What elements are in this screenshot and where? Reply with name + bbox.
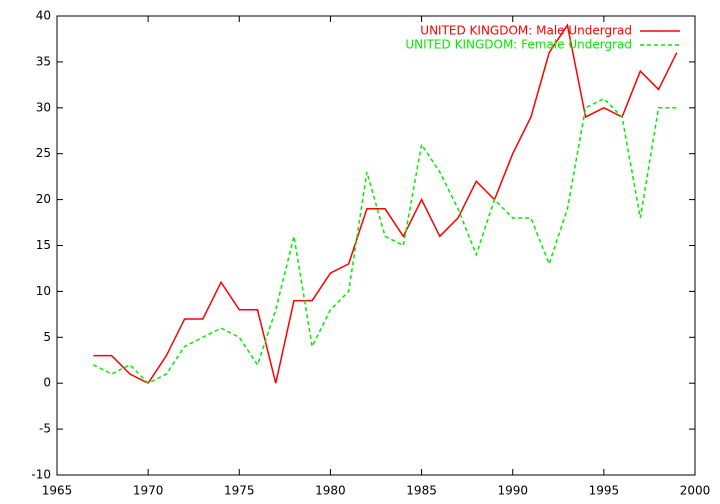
y-tick-label: -5 <box>39 422 51 436</box>
legend-label: UNITED KINGDOM: Female Undergrad <box>405 38 632 52</box>
y-tick-label: 20 <box>36 192 51 206</box>
x-tick-label: 1975 <box>224 484 255 498</box>
x-tick-label: 1980 <box>315 484 346 498</box>
x-tick-label: 1970 <box>133 484 164 498</box>
x-tick-label: 1990 <box>497 484 528 498</box>
data-line <box>93 23 678 385</box>
x-tick-label: 2000 <box>680 484 711 498</box>
x-tick-label: 1965 <box>42 484 73 498</box>
y-tick-label: 15 <box>36 238 51 252</box>
x-tick-label: 1985 <box>406 484 437 498</box>
x-tick-label: 1995 <box>589 484 620 498</box>
plot-frame <box>56 15 696 476</box>
y-tick-label: 0 <box>43 376 51 390</box>
data-line <box>93 97 677 385</box>
y-tick-label: 5 <box>43 330 51 344</box>
y-tick-label: 40 <box>36 9 51 23</box>
legend-label: UNITED KINGDOM: Male Undergrad <box>420 24 632 38</box>
y-tick-label: 25 <box>36 146 51 160</box>
y-tick-label: -10 <box>31 468 51 482</box>
y-tick-label: 35 <box>36 54 51 68</box>
y-tick-label: 30 <box>36 100 51 114</box>
y-tick-label: 10 <box>36 284 51 298</box>
